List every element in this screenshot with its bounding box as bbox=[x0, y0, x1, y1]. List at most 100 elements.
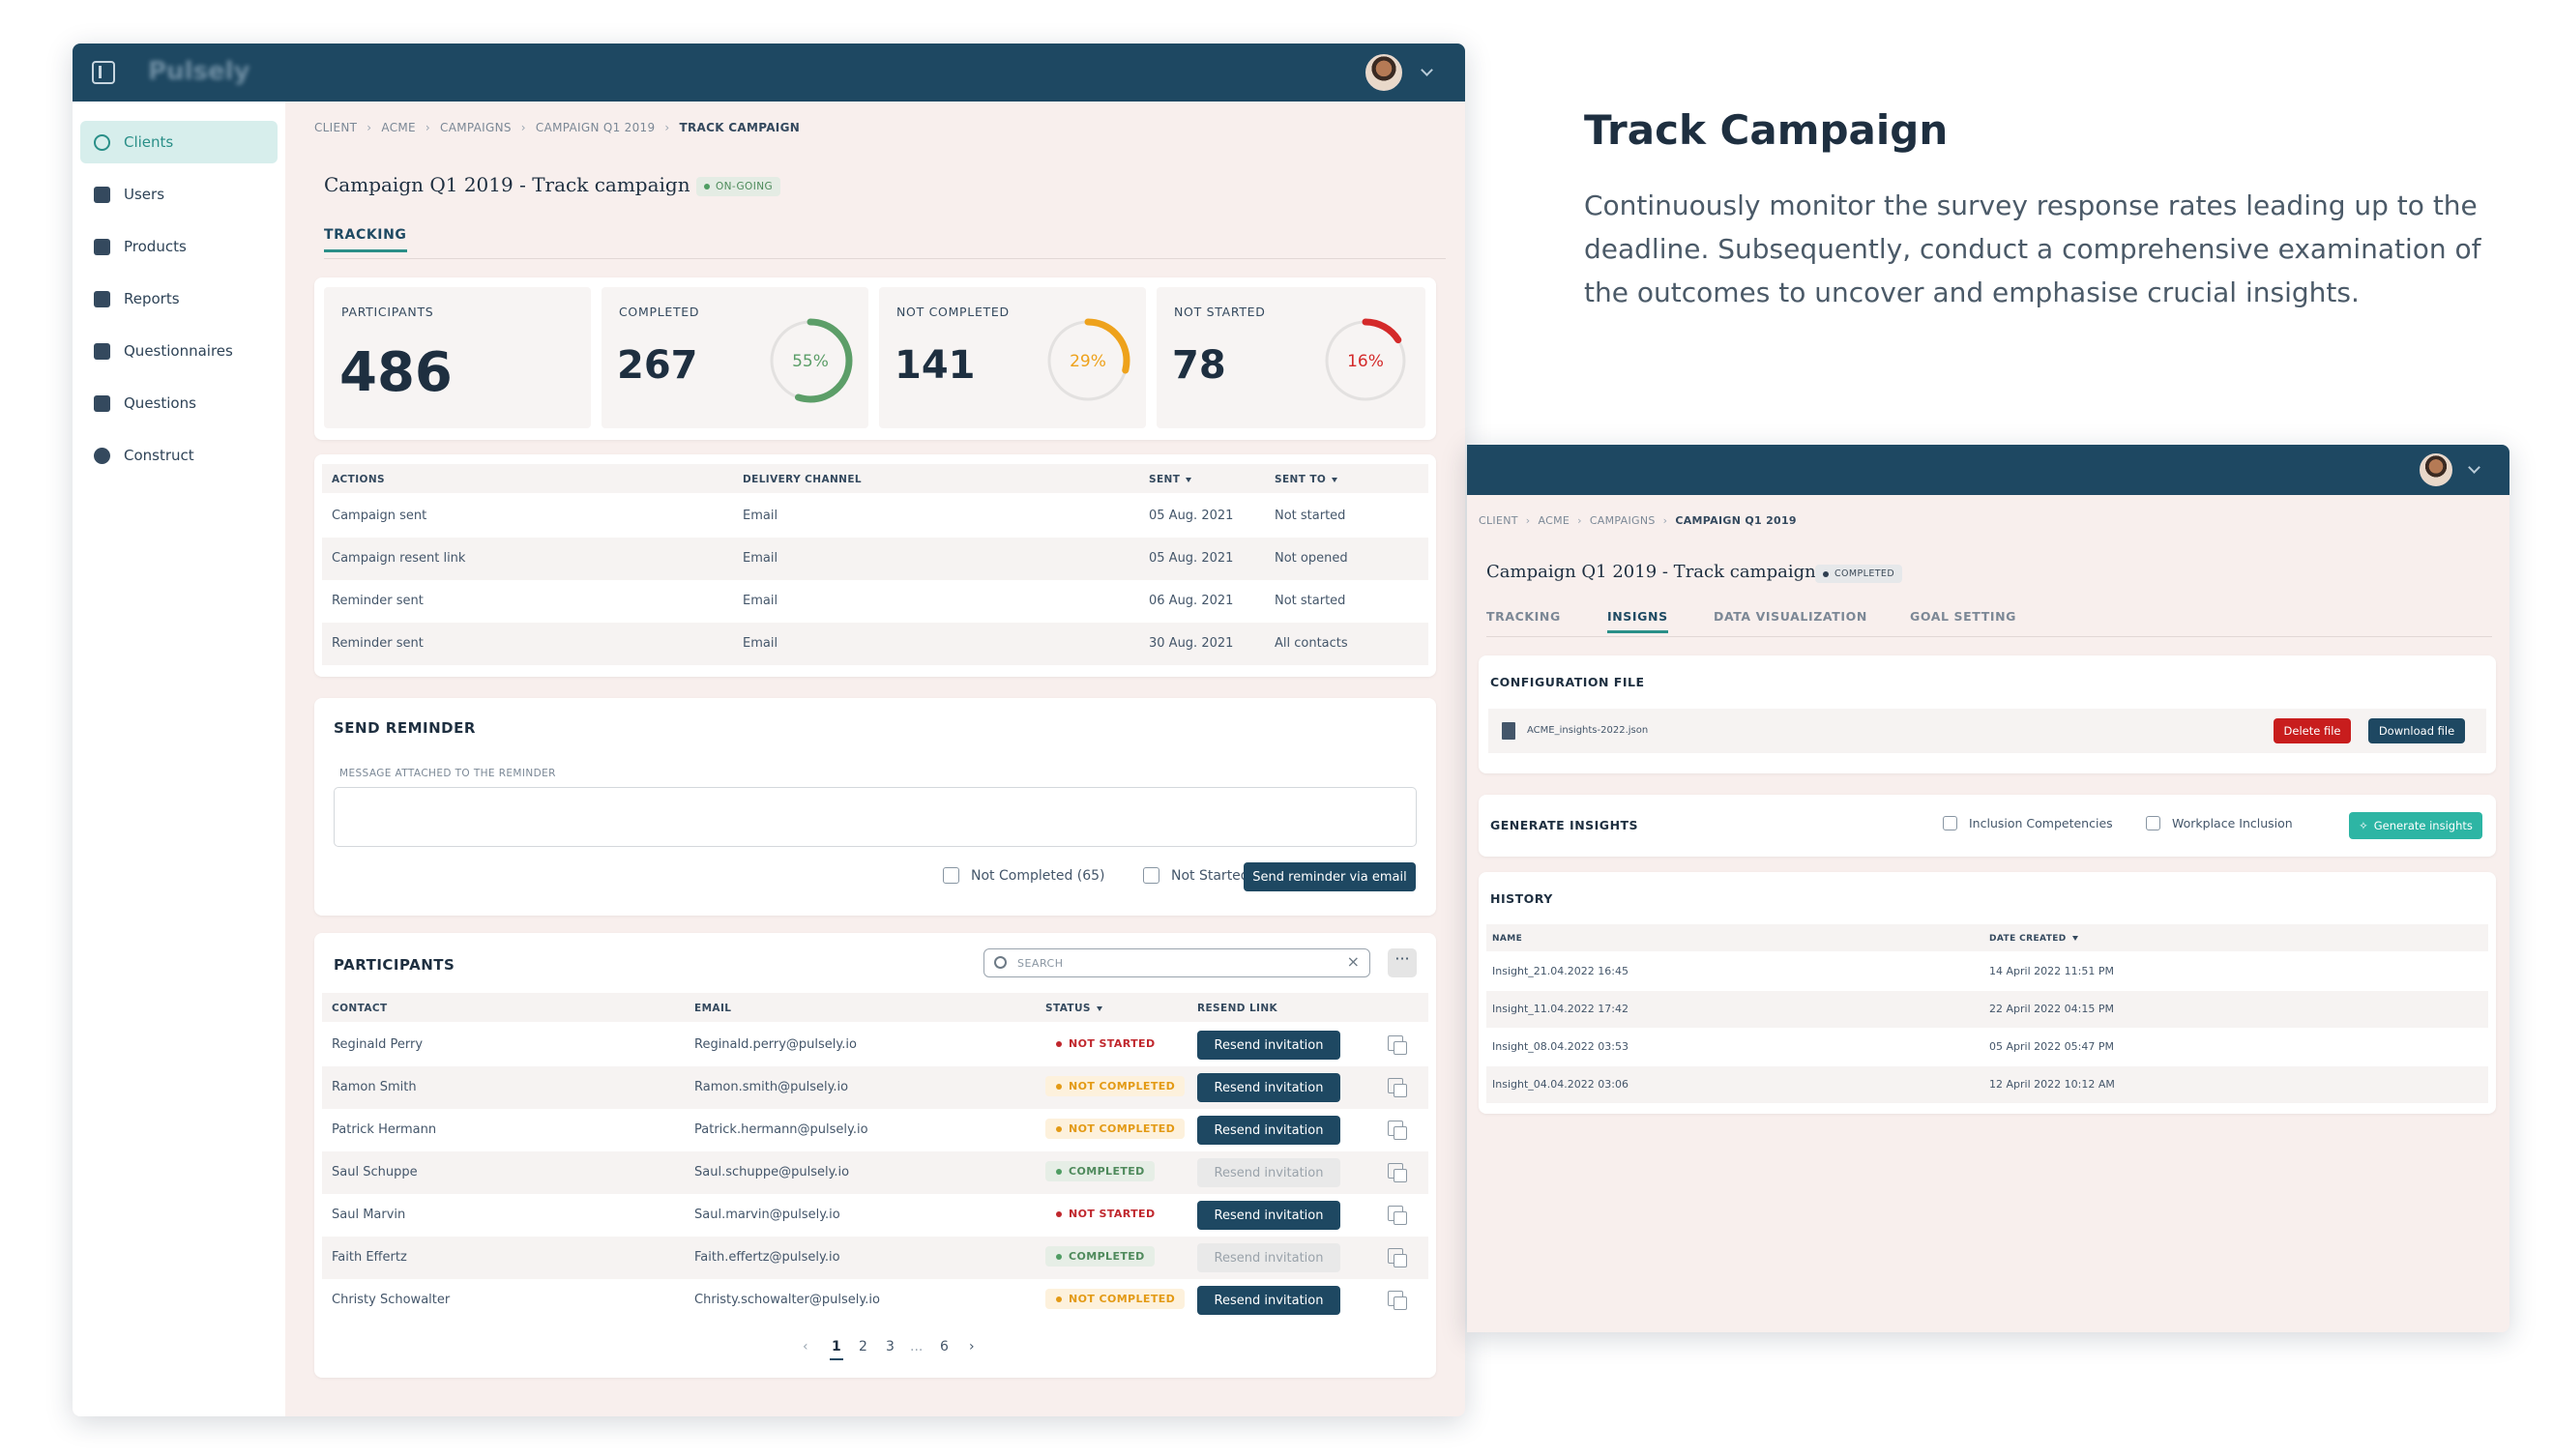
inclusion-competencies-checkbox[interactable]: Inclusion Competencies bbox=[1943, 816, 2113, 830]
search-input[interactable]: SEARCH × bbox=[983, 948, 1370, 977]
resend-invitation-button[interactable]: Resend invitation bbox=[1197, 1286, 1340, 1315]
tab-tracking[interactable]: TRACKING bbox=[324, 227, 407, 252]
not-completed-checkbox[interactable]: Not Completed (65) bbox=[943, 867, 1105, 884]
breadcrumb-item[interactable]: ACME bbox=[1538, 514, 1570, 527]
tab-data-visualization[interactable]: DATA VISUALIZATION bbox=[1714, 609, 1867, 624]
reminder-message-input[interactable] bbox=[334, 787, 1417, 847]
sidebar-item-questionnaires[interactable]: Questionnaires bbox=[80, 330, 278, 372]
pagination-page[interactable]: 1 bbox=[830, 1339, 843, 1360]
file-row: ACME_insights-2022.json Delete file Down… bbox=[1488, 709, 2486, 753]
checkbox-box[interactable] bbox=[2146, 816, 2160, 830]
brand-logo[interactable]: Pulsely bbox=[148, 57, 250, 86]
checkbox-box[interactable] bbox=[1143, 867, 1159, 884]
avatar[interactable] bbox=[2420, 453, 2452, 486]
column-header-date[interactable]: DATE CREATED bbox=[1989, 934, 2078, 944]
cell-sent-to: Not started bbox=[1275, 509, 1346, 523]
pagination-page[interactable]: 6 bbox=[940, 1339, 949, 1354]
copy-link-icon[interactable] bbox=[1388, 1163, 1407, 1182]
chevron-down-icon[interactable] bbox=[1421, 64, 1433, 76]
breadcrumb-item[interactable]: CAMPAIGNS bbox=[440, 121, 512, 134]
column-header: CONTACT bbox=[332, 1003, 388, 1014]
stat-value: 78 bbox=[1172, 343, 1226, 388]
status-badge: COMPLETED bbox=[1815, 565, 1903, 583]
cell-email: Saul.schuppe@pulsely.io bbox=[694, 1165, 850, 1179]
resend-invitation-button[interactable]: Resend invitation bbox=[1197, 1116, 1340, 1145]
resend-invitation-button[interactable]: Resend invitation bbox=[1197, 1031, 1340, 1060]
tab-tracking[interactable]: TRACKING bbox=[1486, 609, 1561, 624]
section-title: PARTICIPANTS bbox=[334, 956, 455, 974]
file-name: ACME_insights-2022.json bbox=[1527, 725, 1649, 736]
download-file-button[interactable]: Download file bbox=[2368, 718, 2465, 743]
table-row: Saul Marvin Saul.marvin@pulsely.io NOT STA… bbox=[322, 1194, 1428, 1237]
resend-invitation-button[interactable]: Resend invitation bbox=[1197, 1201, 1340, 1230]
sidebar-item-clients[interactable]: Clients bbox=[80, 121, 278, 163]
cell-sent: 05 Aug. 2021 bbox=[1149, 551, 1234, 566]
breadcrumb-item[interactable]: CLIENT bbox=[314, 121, 358, 134]
column-header: EMAIL bbox=[694, 1003, 732, 1014]
tab-insigns[interactable]: INSIGNS bbox=[1607, 609, 1668, 633]
breadcrumb-item[interactable]: CLIENT bbox=[1479, 514, 1518, 527]
ring-progress bbox=[768, 318, 853, 403]
generate-insights-button[interactable]: ✧ Generate insights bbox=[2349, 812, 2482, 839]
send-reminder-button[interactable]: Send reminder via email bbox=[1244, 862, 1416, 891]
sidebar-item-reports[interactable]: Reports bbox=[80, 277, 278, 320]
copy-link-icon[interactable] bbox=[1388, 1291, 1407, 1310]
sidebar-item-questions[interactable]: Questions bbox=[80, 382, 278, 424]
not-started-ring: 16% bbox=[1323, 318, 1408, 403]
more-options-button[interactable]: ··· bbox=[1388, 948, 1417, 977]
column-header-sent-to[interactable]: SENT TO bbox=[1275, 474, 1338, 485]
status-badge: NOT COMPLETED bbox=[1045, 1289, 1186, 1309]
column-header-status[interactable]: STATUS bbox=[1045, 1003, 1102, 1014]
ring-percent-label: 55% bbox=[792, 352, 829, 371]
sort-icon[interactable] bbox=[1186, 477, 1192, 482]
sidebar-item-construct[interactable]: Construct bbox=[80, 434, 278, 477]
pagination-page[interactable]: 3 bbox=[886, 1339, 895, 1354]
sort-icon[interactable] bbox=[1332, 477, 1338, 482]
copy-link-icon[interactable] bbox=[1388, 1206, 1407, 1225]
sort-icon[interactable] bbox=[2071, 936, 2078, 941]
sidebar-toggle-icon[interactable] bbox=[92, 61, 115, 84]
copy-link-icon[interactable] bbox=[1388, 1078, 1407, 1097]
checkbox-box[interactable] bbox=[1943, 816, 1957, 830]
workplace-inclusion-checkbox[interactable]: Workplace Inclusion bbox=[2146, 816, 2293, 830]
cell-sent: 05 Aug. 2021 bbox=[1149, 509, 1234, 523]
breadcrumb-item[interactable]: ACME bbox=[381, 121, 416, 134]
delete-file-button[interactable]: Delete file bbox=[2274, 718, 2351, 743]
cell-name[interactable]: Insight_11.04.2022 17:42 bbox=[1492, 1003, 1629, 1015]
chevron-down-icon[interactable] bbox=[2468, 461, 2480, 474]
pagination-next[interactable]: › bbox=[969, 1339, 975, 1354]
sidebar-item-label: Products bbox=[124, 238, 187, 255]
stat-completed: COMPLETED 267 55% bbox=[602, 287, 868, 428]
pagination-prev[interactable]: ‹ bbox=[803, 1339, 808, 1354]
tab-goal-setting[interactable]: GOAL SETTING bbox=[1910, 609, 2016, 624]
copy-link-icon[interactable] bbox=[1388, 1121, 1407, 1140]
column-header-sent[interactable]: SENT bbox=[1149, 474, 1192, 485]
table-row: Faith Effertz Faith.effertz@pulsely.io COM… bbox=[322, 1237, 1428, 1279]
avatar[interactable] bbox=[1365, 54, 1402, 91]
copy-link-icon[interactable] bbox=[1388, 1248, 1407, 1267]
copy-link-icon[interactable] bbox=[1388, 1035, 1407, 1055]
breadcrumb: CLIENT › ACME › CAMPAIGNS › CAMPAIGN Q1 201… bbox=[314, 121, 800, 134]
breadcrumb-item[interactable]: CAMPAIGN Q1 2019 bbox=[535, 121, 656, 134]
cell-name[interactable]: Insight_21.04.2022 16:45 bbox=[1492, 965, 1629, 977]
sidebar-item-products[interactable]: Products bbox=[80, 225, 278, 268]
status-badge: NOT STARTED bbox=[1045, 1204, 1165, 1224]
breadcrumb-item[interactable]: CAMPAIGNS bbox=[1589, 514, 1656, 527]
section-title: HISTORY bbox=[1490, 891, 1553, 906]
status-badge: NOT COMPLETED bbox=[1045, 1119, 1186, 1139]
checkbox-box[interactable] bbox=[943, 867, 959, 884]
sort-icon[interactable] bbox=[1096, 1005, 1102, 1011]
pagination-page[interactable]: 2 bbox=[859, 1339, 867, 1354]
cell-name[interactable]: Insight_08.04.2022 03:53 bbox=[1492, 1040, 1629, 1053]
resend-invitation-button[interactable]: Resend invitation bbox=[1197, 1073, 1340, 1102]
resend-invitation-button[interactable]: Resend invitation bbox=[1197, 1158, 1340, 1187]
cell-sent-to: Not opened bbox=[1275, 551, 1348, 566]
table-row: Insight_04.04.2022 03:06 12 April 2022 1… bbox=[1486, 1066, 2488, 1103]
breadcrumb-current: TRACK CAMPAIGN bbox=[679, 121, 801, 134]
cell-name[interactable]: Insight_04.04.2022 03:06 bbox=[1492, 1078, 1629, 1091]
insights-window: CLIENT › ACME › CAMPAIGNS › CAMPAIGN Q1 201… bbox=[1467, 445, 2509, 1332]
sidebar-item-users[interactable]: Users bbox=[80, 173, 278, 216]
close-icon[interactable]: × bbox=[1346, 952, 1360, 971]
resend-invitation-button[interactable]: Resend invitation bbox=[1197, 1243, 1340, 1272]
column-header: ACTIONS bbox=[332, 474, 385, 485]
